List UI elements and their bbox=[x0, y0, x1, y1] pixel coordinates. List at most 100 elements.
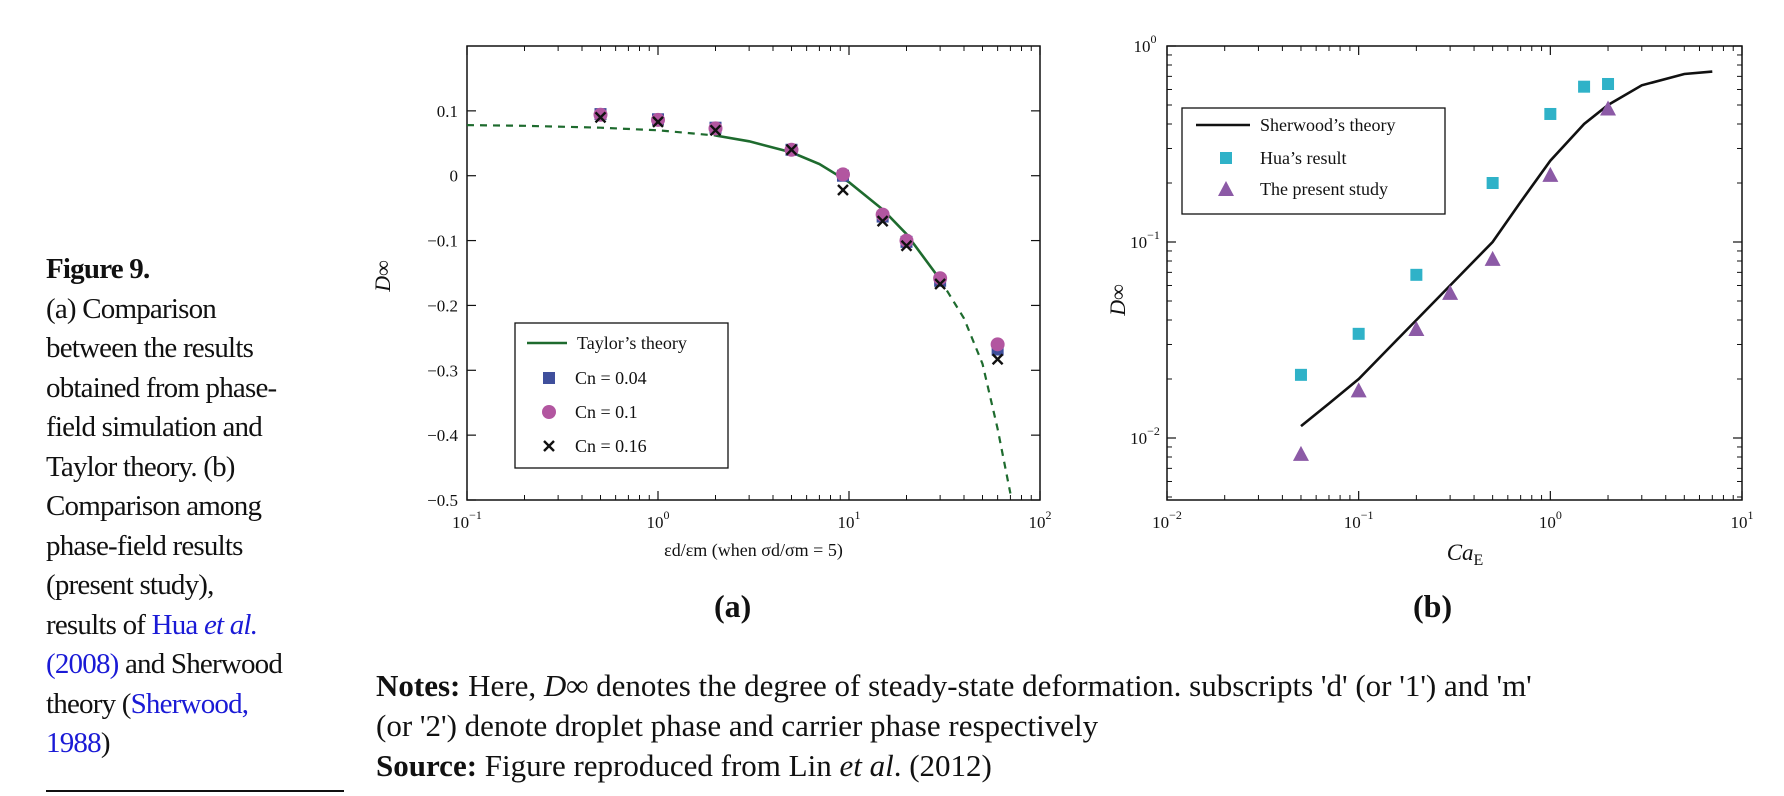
y-tick-label-a: −0.1 bbox=[427, 232, 458, 251]
caption-title: Figure 9. bbox=[46, 253, 150, 285]
figure-charts: 10−1 100 101 102 0.1 0 −0.1 −0.2 −0.3 −0.4 −0.5 εd/… bbox=[370, 32, 1754, 569]
data-point-a-circle bbox=[835, 167, 850, 182]
data-point-a-cross bbox=[709, 124, 722, 137]
data-point-b-square bbox=[1486, 176, 1499, 189]
data-point-a-cross bbox=[785, 143, 798, 156]
notes-line: Notes: Here, D∞ denotes the degree of st… bbox=[376, 668, 1532, 703]
taylor-theory-dashed-left bbox=[466, 124, 716, 137]
legend-label-a: Cn = 0.16 bbox=[575, 436, 647, 456]
data-point-a-cross bbox=[837, 184, 849, 196]
data-point-b-square bbox=[1410, 268, 1423, 281]
legend-marker-b bbox=[1218, 181, 1234, 196]
y-tick-label-a: −0.4 bbox=[427, 426, 458, 445]
data-point-b-triangle bbox=[1542, 166, 1559, 182]
caption-line: field simulation and bbox=[46, 411, 263, 443]
data-point-a-circle bbox=[708, 121, 723, 136]
taylor-theory-line bbox=[715, 134, 942, 281]
x-tick-label-b: 100 bbox=[1539, 508, 1562, 532]
caption-line: (2008) and Sherwood bbox=[46, 645, 346, 685]
hua-year-link[interactable]: (2008) bbox=[46, 648, 119, 680]
caption-divider bbox=[46, 790, 344, 792]
x-axis-label-a: εd/εm (when σd/σm = 5) bbox=[664, 540, 843, 561]
caption-line: theory (Sherwood, bbox=[46, 685, 346, 725]
y-axis-label-b: D∞ bbox=[1105, 284, 1130, 317]
plot-frame-b bbox=[1166, 45, 1743, 501]
data-point-a-cross bbox=[991, 353, 1004, 366]
y-tick-label-b: 10−1 bbox=[1130, 228, 1160, 252]
y-tick-label-a: −0.2 bbox=[427, 296, 458, 315]
x-tick-label-a: 10−1 bbox=[452, 508, 482, 532]
x-tick-label-b: 10−2 bbox=[1152, 508, 1182, 532]
data-point-a-circle bbox=[899, 233, 914, 248]
panel-label-a: (a) bbox=[714, 588, 752, 624]
caption-line: results of Hua et al. bbox=[46, 606, 346, 646]
caption-line: (a) Comparison bbox=[46, 292, 217, 325]
notes-line: (or '2') denote droplet phase and carrie… bbox=[376, 708, 1099, 743]
plot-frame-a bbox=[466, 45, 1041, 501]
y-tick-label-b: 10−2 bbox=[1130, 424, 1160, 448]
caption-line: Comparison among bbox=[46, 490, 262, 522]
data-point-b-square bbox=[1602, 77, 1615, 90]
legend-label-b: The present study bbox=[1260, 179, 1388, 199]
caption-line: Taylor theory. (b) bbox=[46, 450, 235, 483]
taylor-theory-dashed-right bbox=[939, 278, 1012, 494]
y-tick-label-a: 0 bbox=[450, 167, 459, 186]
data-point-a-cross bbox=[900, 239, 913, 252]
data-point-b-square bbox=[1578, 80, 1591, 93]
data-point-b-triangle bbox=[1484, 250, 1501, 266]
legend-label-b: Hua’s result bbox=[1260, 148, 1346, 168]
data-point-b-triangle bbox=[1350, 382, 1367, 398]
x-tick-label-a: 101 bbox=[838, 508, 861, 532]
data-point-a-cross bbox=[934, 278, 946, 290]
legend-label-a: Cn = 0.04 bbox=[575, 368, 647, 388]
data-point-b-square bbox=[1294, 368, 1307, 381]
caption-line: phase-field results bbox=[46, 529, 243, 562]
x-tick-label-b: 10−1 bbox=[1344, 508, 1374, 532]
sherwood-year-link[interactable]: 1988 bbox=[46, 727, 102, 759]
sherwood-citation-link[interactable]: Sherwood, bbox=[130, 687, 249, 720]
hua-citation-link[interactable]: Hua et al. bbox=[151, 608, 258, 641]
caption-text: ) bbox=[100, 727, 111, 759]
y-tick-label-a: −0.5 bbox=[427, 491, 458, 510]
data-point-b-triangle bbox=[1600, 100, 1617, 116]
sherwood-theory-line bbox=[1300, 70, 1713, 428]
data-point-b-triangle bbox=[1408, 320, 1425, 336]
caption-line: 1988) bbox=[46, 724, 346, 764]
y-tick-label-a: −0.3 bbox=[427, 361, 458, 380]
legend-marker-a bbox=[542, 405, 556, 419]
caption-line: (present study), bbox=[46, 569, 214, 601]
y-tick-label-a: 0.1 bbox=[437, 102, 458, 121]
legend-label-sherwood: Sherwood’s theory bbox=[1260, 115, 1395, 135]
x-tick-label-a: 100 bbox=[647, 508, 670, 532]
data-point-a-circle bbox=[651, 112, 665, 127]
x-axis-label-b: CaE bbox=[1447, 540, 1484, 569]
legend-label-a: Cn = 0.1 bbox=[575, 402, 638, 422]
data-point-a-circle bbox=[990, 337, 1005, 352]
y-tick-label-b: 100 bbox=[1134, 32, 1157, 56]
notes-symbol: D∞ bbox=[543, 668, 589, 703]
caption-text: theory ( bbox=[46, 687, 131, 720]
legend-label-taylor: Taylor’s theory bbox=[577, 333, 687, 353]
figure-caption: Figure 9. (a) Comparison between the res… bbox=[46, 250, 346, 792]
data-point-a-circle bbox=[593, 107, 608, 122]
data-point-b-triangle bbox=[1292, 445, 1309, 461]
caption-line: between the results bbox=[46, 332, 254, 364]
source-line: Source: Figure reproduced from Lin et al… bbox=[376, 748, 992, 783]
figure-notes: Notes: Here, D∞ denotes the degree of st… bbox=[376, 666, 1776, 786]
y-axis-label-a: D∞ bbox=[370, 260, 395, 293]
data-point-a-cross bbox=[652, 116, 664, 128]
legend-marker-a bbox=[543, 440, 555, 452]
data-point-b-triangle bbox=[1442, 284, 1459, 300]
x-tick-label-a: 102 bbox=[1029, 508, 1052, 532]
caption-line: obtained from phase- bbox=[46, 371, 277, 404]
data-point-a-cross bbox=[876, 215, 889, 227]
x-tick-label-b: 101 bbox=[1731, 508, 1754, 532]
data-point-b-square bbox=[1544, 107, 1557, 120]
legend-marker-a bbox=[543, 372, 555, 384]
caption-text: results of bbox=[46, 608, 152, 641]
panel-label-b: (b) bbox=[1413, 588, 1453, 624]
caption-text: and Sherwood bbox=[118, 648, 283, 680]
legend-marker-b bbox=[1220, 152, 1232, 164]
data-point-b-square bbox=[1352, 327, 1365, 340]
data-point-a-cross bbox=[594, 111, 607, 124]
